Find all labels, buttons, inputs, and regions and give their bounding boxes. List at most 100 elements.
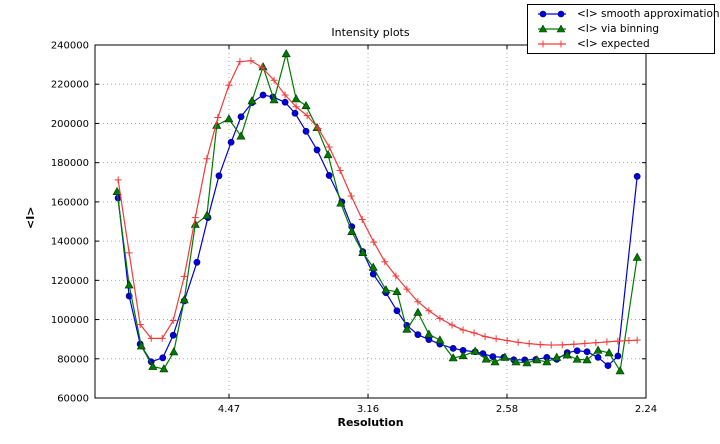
circle-marker xyxy=(489,353,497,361)
plus-marker xyxy=(536,341,544,349)
triangle-marker xyxy=(552,352,562,361)
triangle-marker xyxy=(179,295,189,304)
plus-marker xyxy=(414,298,422,306)
plus-marker xyxy=(547,341,555,349)
triangle-marker xyxy=(490,357,500,366)
y-tick-label: 100000 xyxy=(51,315,89,326)
triangle-marker xyxy=(202,210,212,219)
plus-marker xyxy=(270,76,278,84)
y-tick-label: 240000 xyxy=(51,41,89,52)
triangle-marker xyxy=(336,198,346,207)
circle-marker xyxy=(604,362,612,370)
legend-marker-circle-line xyxy=(538,11,566,18)
plus-marker xyxy=(125,249,133,257)
plus-marker xyxy=(325,143,333,151)
plus-marker xyxy=(314,124,322,132)
plus-marker xyxy=(203,155,211,163)
plus-marker xyxy=(381,258,389,266)
triangle-marker xyxy=(448,353,458,362)
circle-marker xyxy=(227,138,235,146)
circle-marker xyxy=(325,172,333,179)
triangle-marker xyxy=(124,280,134,289)
triangle-marker xyxy=(458,351,468,360)
triangle-marker xyxy=(269,95,279,104)
plus-marker xyxy=(558,341,566,349)
triangle-marker xyxy=(500,352,510,361)
x-tick-label: 2.24 xyxy=(635,404,657,415)
triangle-marker xyxy=(368,262,378,271)
legend-label: <I> smooth approximation xyxy=(577,8,720,21)
plus-marker xyxy=(633,336,641,344)
triangle-marker xyxy=(347,226,357,235)
plus-marker xyxy=(147,334,155,342)
chart-title: Intensity plots xyxy=(331,26,410,39)
series-line-0 xyxy=(117,94,638,367)
legend-item-expected: <I> expected xyxy=(536,37,710,51)
triangle-marker xyxy=(582,355,592,364)
triangle-marker xyxy=(542,357,552,366)
plus-marker xyxy=(481,333,489,341)
x-tick-label: 2.58 xyxy=(496,404,518,415)
circle-marker xyxy=(594,354,602,361)
circle-marker xyxy=(449,344,457,352)
circle-marker xyxy=(313,146,321,154)
triangle-marker xyxy=(323,150,333,159)
circle-marker xyxy=(237,113,245,121)
legend-marker-plus-line xyxy=(538,40,566,48)
legend-label: <I> via binning xyxy=(577,22,660,35)
y-tick-label: 140000 xyxy=(51,237,89,248)
triangle-marker xyxy=(212,120,222,129)
legend-item-via-binning: <I> via binning xyxy=(536,22,710,36)
triangle-marker xyxy=(112,186,122,195)
plus-marker xyxy=(292,103,300,111)
triangle-marker xyxy=(413,307,423,316)
circle-marker xyxy=(193,258,201,266)
triangle-marker xyxy=(522,358,532,367)
plus-marker xyxy=(470,329,478,337)
plus-marker xyxy=(570,340,578,348)
circle-marker xyxy=(159,354,167,362)
plus-marker xyxy=(136,320,144,328)
plus-marker xyxy=(392,272,400,280)
circle-marker xyxy=(259,91,267,99)
plus-marker xyxy=(191,214,199,222)
plus-marker xyxy=(625,337,633,345)
y-tick-label: 220000 xyxy=(51,80,89,91)
y-tick-label: 160000 xyxy=(51,197,89,208)
triangle-marker xyxy=(224,114,234,123)
plus-marker xyxy=(603,338,611,346)
plus-marker xyxy=(525,340,533,348)
plus-marker xyxy=(503,337,511,345)
triangle-marker xyxy=(148,361,158,370)
circle-marker xyxy=(281,98,289,106)
circle-marker xyxy=(291,109,299,117)
x-tick-label: 3.16 xyxy=(357,404,379,415)
plus-marker xyxy=(459,326,467,334)
plus-marker xyxy=(347,192,355,200)
legend-box: <I> smooth approximation <I> via binning… xyxy=(527,4,720,54)
triangle-marker xyxy=(632,252,642,261)
plus-marker xyxy=(236,58,244,66)
plus-marker xyxy=(448,321,456,329)
plus-marker xyxy=(281,91,289,99)
legend-item-smooth-approximation: <I> smooth approximation xyxy=(536,7,720,21)
triangle-marker xyxy=(402,324,412,333)
triangle-marker xyxy=(615,366,625,375)
triangle-marker xyxy=(562,350,572,359)
y-tick-label: 180000 xyxy=(51,158,89,169)
legend-marker-triangle-line xyxy=(538,24,566,33)
triangle-marker xyxy=(604,348,614,357)
circle-marker xyxy=(414,331,422,339)
plus-marker xyxy=(214,114,222,122)
triangle-marker xyxy=(136,341,146,350)
plus-marker xyxy=(492,335,500,343)
series-line-1 xyxy=(116,53,638,372)
triangle-marker xyxy=(291,94,301,103)
triangle-marker xyxy=(481,354,491,363)
triangle-marker xyxy=(511,357,521,366)
triangle-marker xyxy=(169,347,179,356)
plus-marker xyxy=(114,176,122,184)
triangle-marker xyxy=(281,49,291,58)
